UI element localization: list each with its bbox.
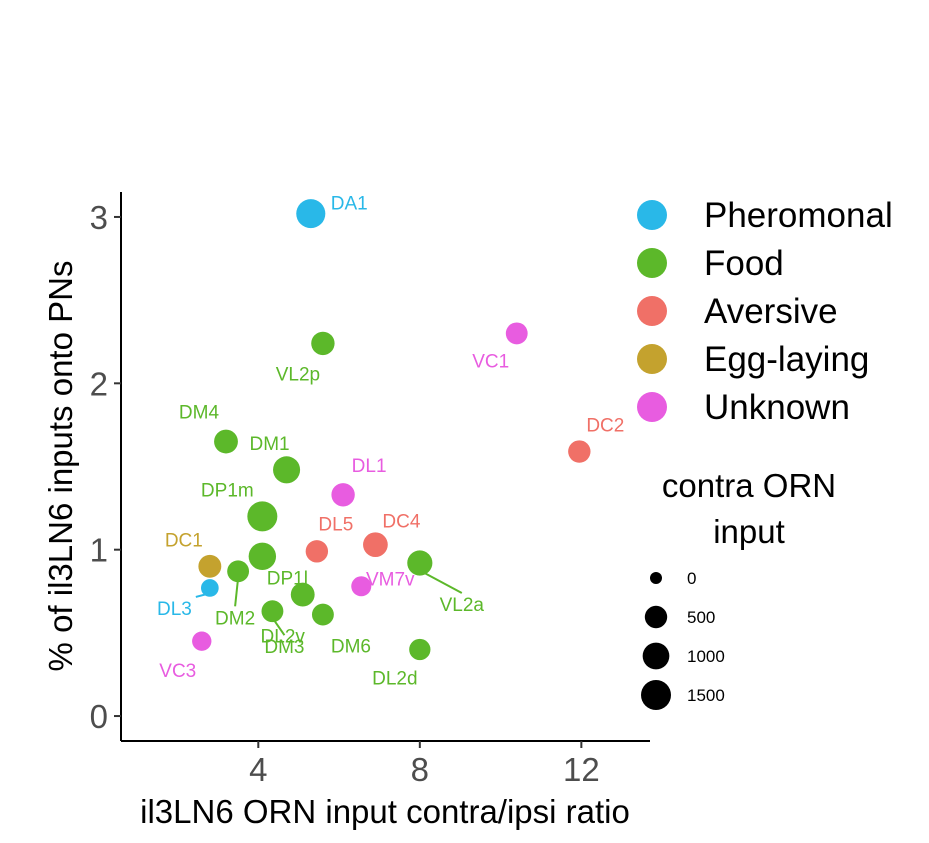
data-point-dl1: [331, 483, 355, 507]
legend-label: Egg-laying: [704, 340, 869, 379]
point-label: DL2d: [372, 669, 417, 690]
point-label: DM3: [264, 637, 304, 658]
data-point-dp1m: [247, 501, 278, 532]
size-legend: contra ORN input 0 500 1000 1500: [641, 467, 836, 710]
size-legend-key: [650, 572, 662, 584]
x-tick-label: 12: [563, 751, 600, 788]
data-point-dc2: [568, 440, 591, 463]
legend-key-pheromonal: [637, 200, 667, 230]
data-point-dp1l: [248, 542, 277, 571]
y-tick-label: 2: [90, 365, 108, 402]
data-point-dm2: [227, 560, 250, 583]
data-point-dm4: [214, 429, 238, 454]
data-point-vc1: [505, 322, 528, 345]
data-point-dm1: [273, 456, 301, 484]
data-point-dm3: [261, 600, 284, 623]
data-point-dl2v: [290, 582, 315, 607]
x-tick-label: 8: [411, 751, 429, 788]
point-label: DC1: [165, 530, 203, 551]
point-label: DP1l: [267, 568, 308, 589]
point-label: DM2: [215, 608, 255, 629]
legend-key-aversive: [637, 296, 667, 326]
legend-label: Pheromonal: [704, 196, 893, 235]
point-label: DC4: [382, 512, 420, 533]
data-point-da1: [296, 199, 326, 229]
point-label: VM7v: [366, 569, 415, 590]
leader-line: [234, 577, 240, 607]
legend-key-food: [637, 248, 667, 278]
size-legend-key: [642, 642, 670, 670]
size-legend-title: input: [713, 513, 785, 550]
leader-line: [419, 569, 463, 594]
y-tick-label: 1: [90, 532, 108, 569]
x-axis-title: il3LN6 ORN input contra/ipsi ratio: [140, 793, 630, 830]
size-legend-label: 1500: [687, 686, 725, 705]
point-label: DA1: [331, 194, 368, 215]
axes: [120, 192, 650, 742]
point-label: DL2v: [261, 627, 306, 648]
size-legend-label: 1000: [687, 647, 725, 666]
point-label: DL5: [318, 514, 353, 535]
point-labels: DA1 DL3 VL2p DM4 DM1 DP1m DP1l DL2v DL2d DM2 DM3 DM…: [157, 194, 624, 690]
point-label: DM4: [179, 403, 220, 424]
size-legend-key: [641, 680, 671, 710]
data-point-dc1: [198, 554, 222, 578]
data-point-vl2p: [311, 331, 335, 356]
data-point-dm6: [311, 603, 334, 626]
size-legend-label: 0: [687, 569, 696, 588]
point-label: DC2: [586, 416, 624, 437]
point-label: DM1: [250, 434, 290, 455]
point-label: VC3: [159, 661, 196, 682]
legend-key-egg-laying: [637, 344, 667, 374]
data-point-vc3: [192, 631, 212, 651]
y-tick-label: 0: [90, 698, 108, 735]
data-point-dl3: [200, 579, 219, 597]
y-tick-label: 3: [90, 199, 108, 236]
point-label: DL1: [352, 456, 387, 477]
size-legend-key: [644, 605, 668, 629]
point-label: DP1m: [201, 480, 254, 501]
legend-label: Aversive: [704, 292, 838, 331]
legend-label: Unknown: [704, 388, 850, 427]
point-label: VL2a: [440, 595, 485, 616]
legend-key-unknown: [637, 392, 667, 422]
y-axis-title: % of il3LN6 inputs onto PNs: [42, 261, 79, 672]
legend-label: Food: [704, 244, 784, 283]
data-point-dc4: [363, 532, 388, 558]
point-label: DL3: [157, 599, 192, 620]
x-tick-label: 4: [249, 751, 267, 788]
data-point-vl2a: [407, 550, 433, 576]
point-label: VL2p: [276, 364, 320, 385]
point-label: VC1: [472, 351, 509, 372]
data-point-vm7v: [351, 576, 372, 597]
size-legend-label: 500: [687, 608, 715, 627]
size-legend-title: contra ORN: [662, 467, 836, 504]
color-legend: Pheromonal Food Aversive Egg-laying Unknown: [637, 196, 893, 427]
data-points: [192, 199, 591, 661]
data-point-dl2d: [409, 638, 431, 661]
data-point-dl5: [305, 540, 329, 563]
point-label: DM6: [331, 637, 371, 658]
